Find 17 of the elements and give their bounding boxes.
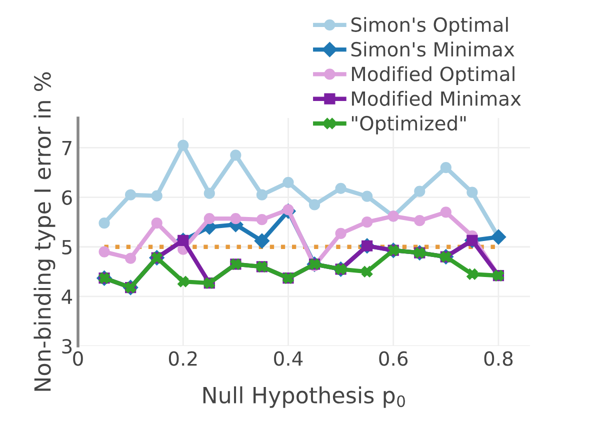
x-tick-label: 0.4	[274, 351, 303, 366]
y-tick-label: 5	[62, 240, 72, 255]
y-tick-label: 7	[62, 140, 72, 156]
x-tick-label: 0.2	[168, 351, 197, 366]
y-axis-title: Non-binding type I error in %	[34, 72, 56, 391]
x-tick-label: 0.8	[484, 351, 513, 366]
x-axis-title: Null Hypothesis p$_{0}$	[203, 386, 405, 408]
legend-label: "Optimized"	[352, 116, 466, 134]
legend-label: Simon's Optimal	[351, 16, 508, 36]
x-tick-label: 0.6	[379, 351, 408, 366]
legend-label: Modified Optimal	[352, 66, 514, 86]
legend-label: Modified Minimax	[352, 90, 521, 106]
y-tick-label: 6	[62, 190, 72, 205]
y-tick-label: 4	[62, 290, 72, 304]
x-tick-label: 0	[73, 351, 83, 366]
legend-label: Simon's Minimax	[351, 42, 514, 57]
y-tick-label: 3	[62, 338, 72, 354]
